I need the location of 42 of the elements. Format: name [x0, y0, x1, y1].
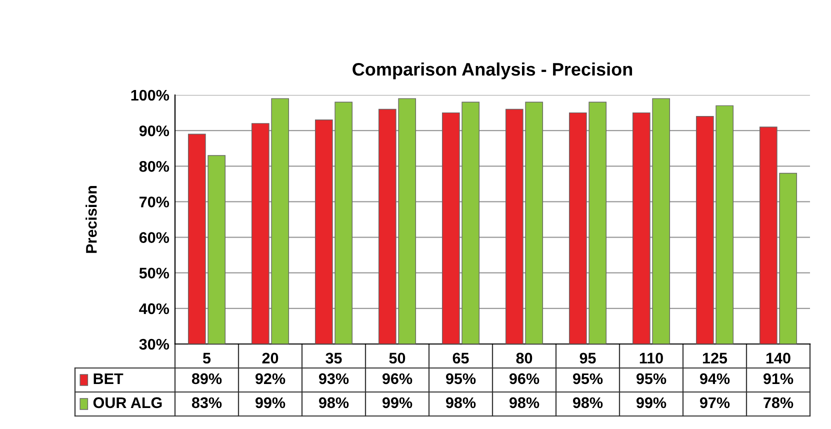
data-label: 98% [509, 397, 540, 408]
data-label: 99% [636, 397, 666, 408]
data-label: 98% [318, 397, 349, 408]
data-label: 96% [509, 373, 540, 384]
data-label: 98% [572, 397, 603, 408]
data-label: 91% [763, 373, 794, 384]
data-label: 99% [255, 397, 286, 408]
legend-label: OUR ALG [93, 397, 162, 408]
y-tick-label: 80% [139, 161, 170, 172]
x-tick-label: 5 [202, 352, 211, 364]
y-tick-label: 50% [139, 268, 170, 279]
data-label: 92% [255, 373, 286, 384]
data-label: 94% [700, 373, 730, 384]
y-tick-label: 90% [139, 125, 170, 136]
data-label: 93% [318, 373, 349, 384]
x-tick-label: 95 [580, 352, 596, 364]
chart-title: Comparison Analysis - Precision [352, 62, 632, 80]
data-label: 95% [446, 373, 476, 384]
y-axis-title: Precision [86, 186, 97, 253]
data-label: 98% [446, 397, 476, 408]
y-tick-label: 40% [139, 303, 170, 314]
data-label: 78% [764, 397, 794, 408]
data-label: 89% [192, 373, 222, 384]
data-label: 83% [192, 397, 222, 408]
data-label: 95% [572, 373, 603, 384]
data-label: 99% [382, 397, 412, 408]
data-label: 96% [382, 373, 412, 384]
x-tick-label: 65 [452, 352, 469, 364]
legend-label: BET [94, 373, 124, 384]
data-label: 95% [636, 373, 666, 384]
x-tick-label: 80 [516, 352, 532, 364]
y-tick-label: 70% [140, 196, 170, 208]
x-tick-label: 20 [262, 352, 278, 364]
y-tick-label: 60% [139, 232, 170, 243]
x-tick-label: 110 [640, 352, 663, 364]
data-label: 97% [700, 397, 730, 408]
x-tick-label: 35 [326, 352, 342, 364]
y-tick-label: 30% [139, 338, 170, 350]
x-tick-label: 50 [389, 352, 406, 364]
x-tick-label: 140 [766, 352, 790, 364]
x-tick-label: 125 [702, 352, 728, 364]
y-tick-label: 100% [131, 90, 170, 101]
